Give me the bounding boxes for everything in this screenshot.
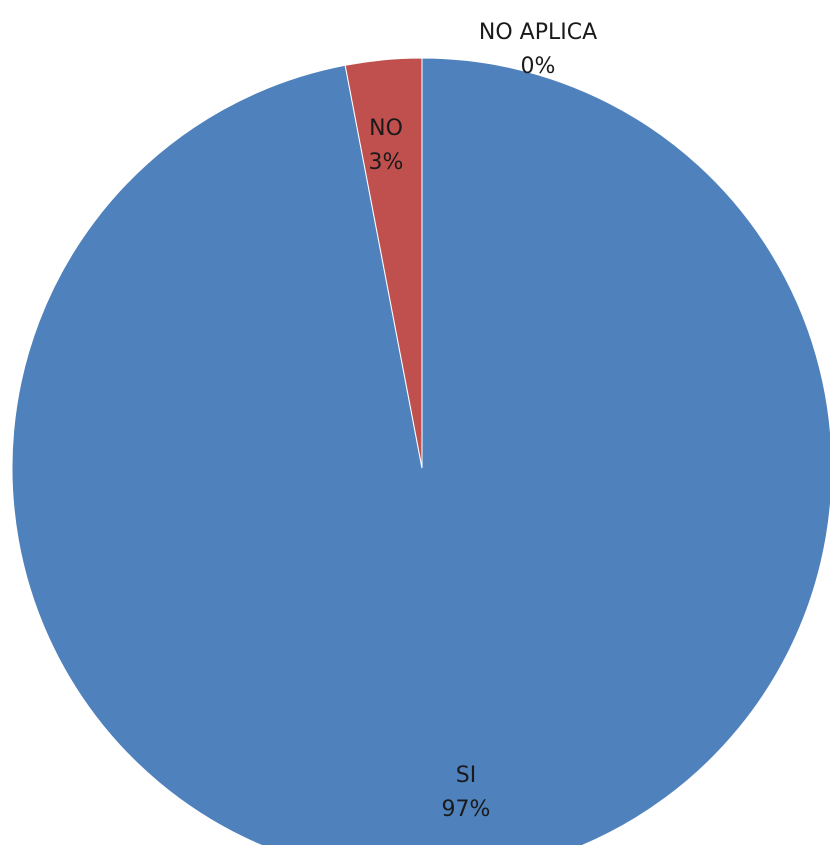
slice-value-no: 3% [369, 150, 404, 175]
slice-label-no: NO [369, 116, 403, 141]
slice-label-si: SI [456, 763, 476, 788]
slice-label-no-aplica: NO APLICA [479, 20, 597, 45]
pie-slices [11, 57, 830, 845]
pie-slice-si [11, 57, 830, 845]
slice-value-si: 97% [442, 797, 491, 822]
pie-slice-no [344, 57, 423, 469]
slice-value-no-aplica: 0% [521, 54, 556, 79]
pie-labels: SI 97% NO 3% NO APLICA 0% [369, 20, 598, 822]
